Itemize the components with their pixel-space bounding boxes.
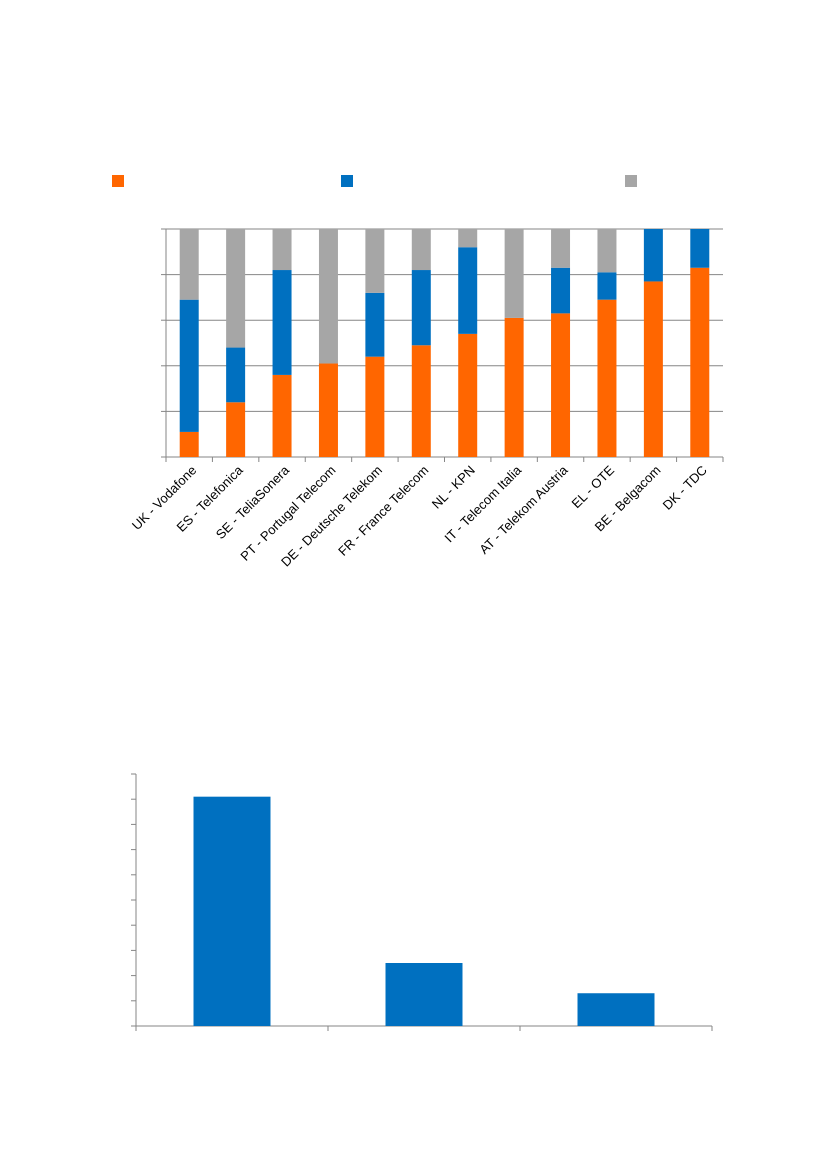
- bar-segment: [551, 313, 571, 457]
- bar-segment: [458, 333, 478, 457]
- bar-segment: [551, 229, 571, 268]
- bar-segment: [597, 229, 617, 273]
- bar-segment: [690, 229, 710, 268]
- bar-segment: [411, 270, 431, 346]
- legend-swatch-grey: [625, 175, 637, 187]
- bar-segment: [597, 299, 617, 457]
- bar-segment: [179, 431, 199, 457]
- bar-segment: [504, 317, 524, 457]
- bar-segment: [272, 229, 292, 271]
- bar-segment: [365, 292, 385, 357]
- bar-segment: [179, 229, 199, 300]
- bar-segment: [643, 229, 663, 282]
- bar: [193, 796, 271, 1026]
- bar-segment: [318, 229, 338, 364]
- bar-segment: [504, 229, 524, 318]
- bar-segment: [365, 356, 385, 457]
- bar-segment: [643, 281, 663, 457]
- bar-segment: [226, 229, 246, 348]
- legend-swatch-blue: [341, 175, 353, 187]
- bar-segment: [551, 267, 571, 314]
- bar-segment: [318, 363, 338, 457]
- bar: [577, 993, 655, 1026]
- bar-segment: [411, 345, 431, 457]
- bar-segment: [690, 267, 710, 457]
- bar-segment: [226, 402, 246, 457]
- bar-segment: [179, 299, 199, 432]
- bar-segment: [272, 270, 292, 375]
- bar-segment: [226, 347, 246, 403]
- bar-segment: [411, 229, 431, 271]
- bar-segment: [597, 272, 617, 300]
- bar-segment: [272, 374, 292, 457]
- bar: [385, 963, 463, 1026]
- bar-segment: [365, 229, 385, 293]
- legend-swatch-orange: [112, 175, 124, 187]
- bar-segment: [458, 247, 478, 334]
- bar-segment: [458, 229, 478, 248]
